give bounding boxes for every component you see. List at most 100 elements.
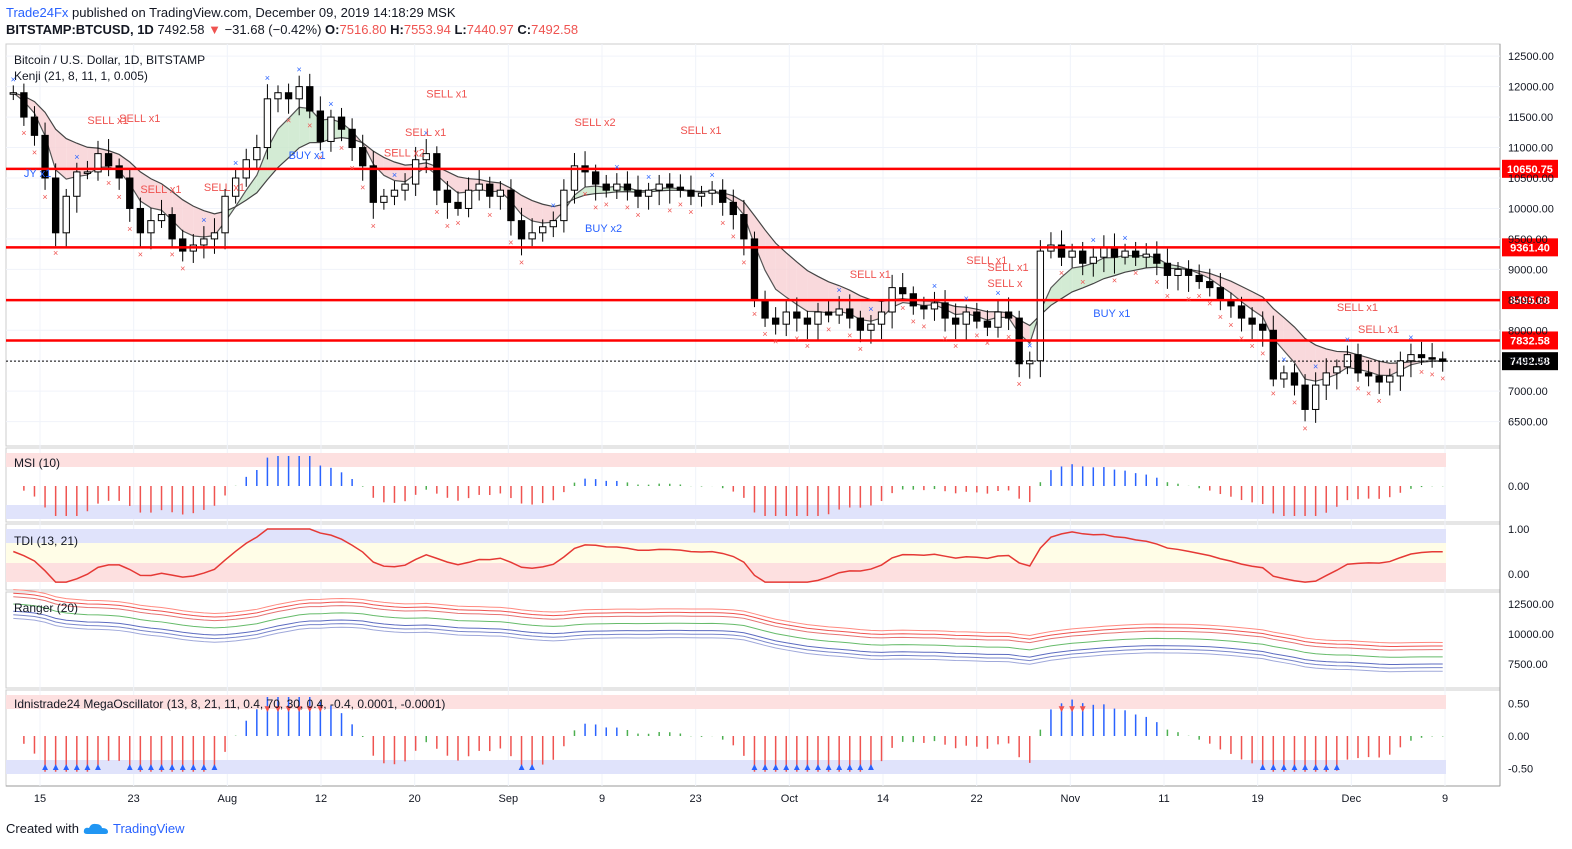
sell-cross-icon: ×: [180, 263, 185, 273]
sell-cross-icon: ×: [1271, 388, 1276, 398]
sell-cross-icon: ×: [42, 192, 47, 202]
y-tick-label: 12000.00: [1508, 82, 1554, 94]
sell-cross-icon: ×: [805, 341, 810, 351]
mega-buy-arrow-icon: ▲: [866, 762, 876, 773]
sell-cross-icon: ×: [1366, 388, 1371, 398]
candle-body: [1323, 373, 1329, 385]
candle-body: [1090, 257, 1096, 263]
candle-body: [931, 303, 937, 309]
sell-cross-icon: ×: [286, 116, 291, 126]
candle-body: [476, 184, 482, 190]
candle-body: [709, 190, 715, 193]
y-tick-label: 11500.00: [1508, 112, 1553, 124]
ranger-y-tick-label: 10000.00: [1508, 629, 1554, 641]
mega-y-tick-label: 0.00: [1508, 731, 1529, 743]
candle-body: [1387, 376, 1393, 382]
mega-buy-arrow-icon: ▲: [199, 762, 209, 773]
candle-body: [307, 87, 313, 111]
sell-cross-icon: ×: [1249, 341, 1254, 351]
candle-body: [847, 309, 853, 318]
mega-buy-arrow-icon: ▲: [792, 762, 802, 773]
candle-body: [391, 190, 397, 196]
y-tick-label: 11000.00: [1508, 143, 1553, 155]
candle-body: [317, 111, 323, 141]
mega-buy-arrow-icon: ▲: [125, 762, 135, 773]
mega-buy-arrow-icon: ▲: [82, 762, 92, 773]
sell-cross-icon: ×: [1377, 396, 1382, 406]
sell-cross-icon: ×: [445, 221, 450, 231]
y-tick-label: 8500.00: [1508, 295, 1548, 307]
candle-body: [1005, 312, 1011, 318]
mega-buy-arrow-icon: ▲: [855, 762, 865, 773]
sell-cross-icon: ×: [519, 257, 524, 267]
candle-body: [1291, 373, 1297, 385]
x-tick-label: 23: [690, 793, 702, 805]
buy-cross-icon: ×: [328, 99, 333, 109]
tradingview-link[interactable]: TradingView: [113, 821, 185, 836]
sell-cross-icon: ×: [307, 120, 312, 130]
candle-body: [603, 184, 609, 190]
buy-cross-icon: ×: [646, 172, 651, 182]
candle-body: [1111, 248, 1117, 257]
candle-body: [1101, 248, 1107, 257]
buy-cross-icon: ×: [837, 285, 842, 295]
candle-body: [592, 172, 598, 184]
buy-cross-icon: ×: [1345, 335, 1350, 345]
sell-cross-icon: ×: [117, 192, 122, 202]
candle-body: [1037, 251, 1043, 361]
mega-buy-arrow-icon: ▲: [834, 762, 844, 773]
sell-cross-icon: ×: [858, 344, 863, 354]
sell-cross-icon: ×: [1419, 367, 1424, 377]
mega-buy-arrow-icon: ▲: [750, 762, 760, 773]
mega-buy-arrow-icon: ▲: [157, 762, 167, 773]
sell-cross-icon: ×: [625, 203, 630, 213]
candle-body: [10, 93, 16, 95]
candle-body: [444, 190, 450, 202]
signal-label: SELL x1: [850, 269, 891, 281]
x-tick-label: 22: [971, 793, 983, 805]
candle-body: [1260, 324, 1266, 330]
sell-cross-icon: ×: [106, 178, 111, 188]
mega-buy-arrow-icon: ▲: [188, 762, 198, 773]
candle-body: [540, 227, 546, 233]
sell-cross-icon: ×: [1006, 332, 1011, 342]
signal-label: SELL x1: [119, 113, 160, 125]
sell-cross-icon: ×: [762, 329, 767, 339]
mega-label: Idnistrade24 MegaOscillator (13, 8, 21, …: [14, 697, 445, 711]
buy-cross-icon: ×: [201, 215, 206, 225]
sell-cross-icon: ×: [169, 250, 174, 260]
price-axis: 6500.007000.007500.008000.008500.009000.…: [1508, 51, 1554, 428]
candle-body: [21, 93, 27, 117]
candle-body: [381, 196, 387, 202]
sell-cross-icon: ×: [678, 199, 683, 209]
tdi-label: TDI (13, 21): [14, 534, 78, 548]
sub-y-tick-label: 1.00: [1508, 524, 1529, 536]
candle-body: [63, 196, 69, 233]
sell-cross-icon: ×: [53, 248, 58, 258]
y-tick-label: 10500.00: [1508, 173, 1554, 185]
candle-body: [952, 318, 958, 324]
y-tick-label: 7500.00: [1508, 356, 1548, 368]
mega-buy-arrow-icon: ▲: [527, 762, 537, 773]
sell-cross-icon: ×: [1292, 397, 1297, 407]
mega-buy-arrow-icon: ▲: [51, 762, 61, 773]
sell-cross-icon: ×: [349, 163, 354, 173]
buy-cross-icon: ×: [265, 73, 270, 83]
candle-body: [1408, 355, 1414, 361]
candle-body: [741, 215, 747, 239]
y-tick-label: 10000.00: [1508, 203, 1554, 215]
candle-body: [52, 178, 58, 233]
sub-y-tick-label: 0.00: [1508, 569, 1529, 581]
candle-body: [285, 93, 291, 99]
candle-body: [900, 288, 906, 294]
candle-body: [645, 190, 651, 196]
candle-body: [222, 196, 228, 233]
candle-body: [550, 221, 556, 227]
signal-label: BUY x2: [585, 223, 622, 235]
mega-buy-arrow-icon: ▲: [1332, 762, 1342, 773]
candle-body: [1397, 361, 1403, 376]
y-tick-label: 8000.00: [1508, 325, 1548, 337]
x-tick-label: 14: [877, 793, 889, 805]
msi-label: MSI (10): [14, 456, 60, 470]
